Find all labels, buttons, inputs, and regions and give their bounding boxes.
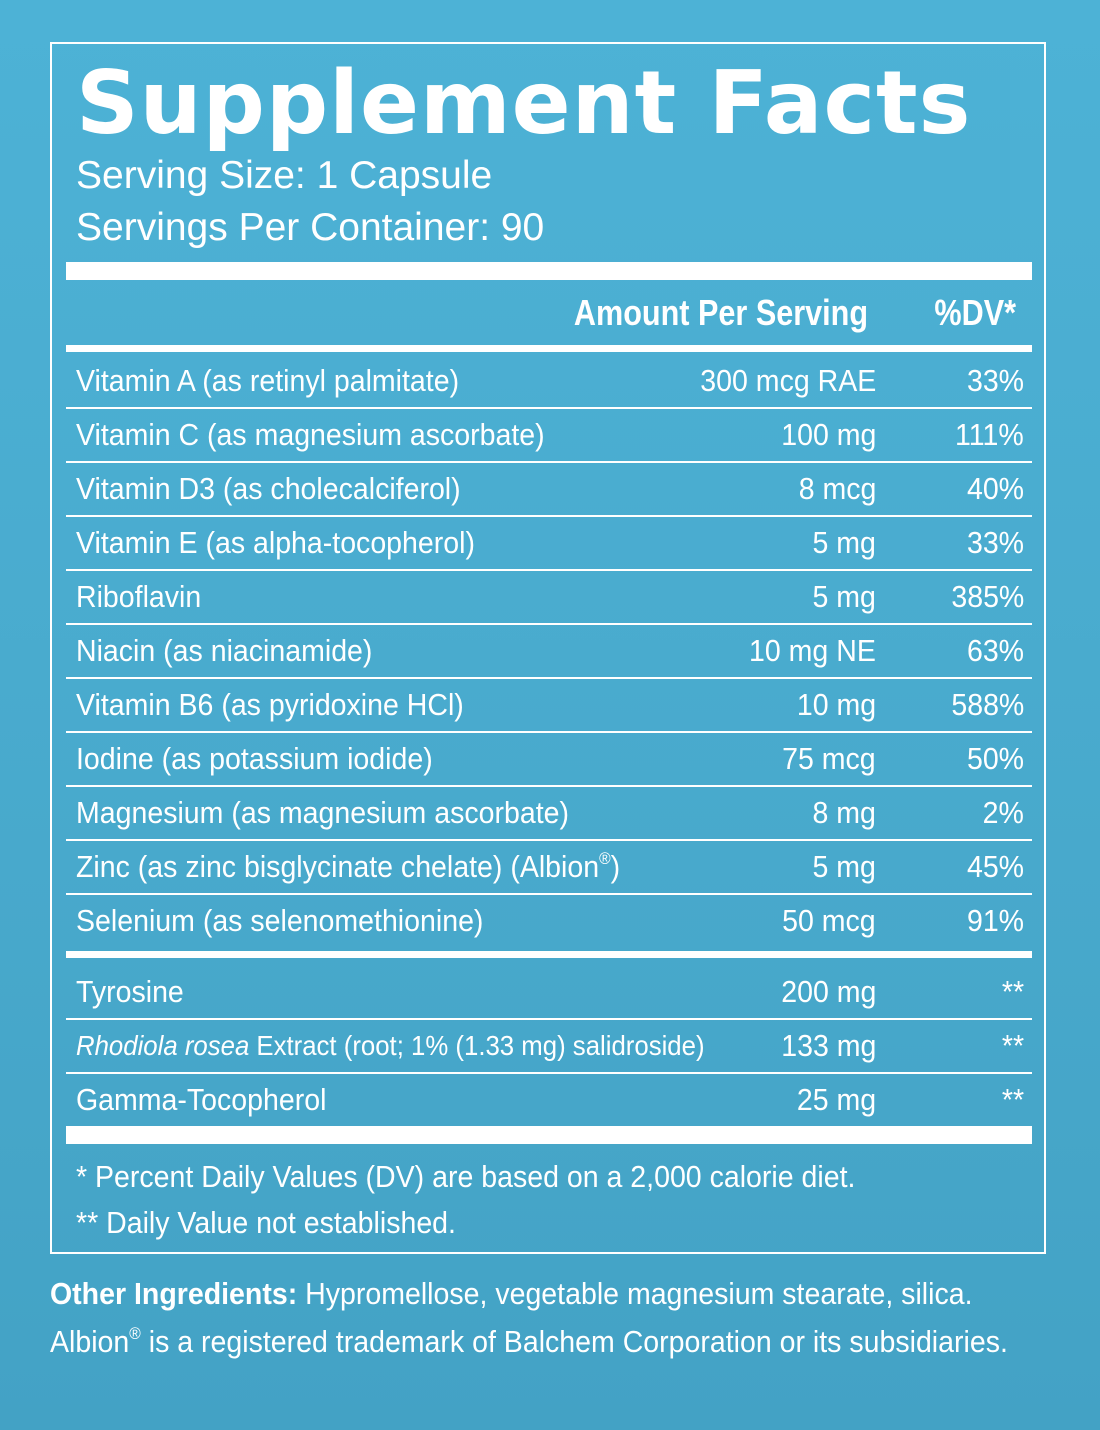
nutrient-name: Gamma-Tocopherol <box>76 1082 327 1117</box>
nutrient-name: Tyrosine <box>76 974 184 1009</box>
supplement-facts-panel: Supplement Facts Serving Size: 1 Capsule… <box>50 42 1046 1254</box>
nutrient-dv: 40% <box>966 471 1024 506</box>
table-row: Vitamin D3 (as cholecalciferol) 8 mcg 40… <box>66 463 1032 517</box>
table-row: Vitamin B6 (as pyridoxine HCl) 10 mg 588… <box>66 679 1032 733</box>
nutrient-name: Vitamin A (as retinyl palmitate) <box>76 363 460 398</box>
nutrient-amount: 10 mg NE <box>749 633 876 668</box>
table-row: Gamma-Tocopherol 25 mg ** <box>66 1074 1032 1128</box>
nutrient-dv: 588% <box>951 687 1024 722</box>
table-row: Vitamin C (as magnesium ascorbate) 100 m… <box>66 409 1032 463</box>
nutrient-amount: 5 mg <box>812 525 876 560</box>
divider-header <box>66 345 1032 352</box>
header-amount-per-serving: Amount Per Serving <box>573 292 868 333</box>
nutrient-amount: 100 mg <box>780 417 876 452</box>
nutrient-name: Vitamin E (as alpha-tocopherol) <box>76 525 475 560</box>
footnote-dv: * Percent Daily Values (DV) are based on… <box>76 1159 856 1194</box>
table-row: Vitamin E (as alpha-tocopherol) 5 mg 33% <box>66 517 1032 571</box>
nutrient-amount: 75 mcg <box>782 741 876 776</box>
other-ingredients: Other Ingredients: Hypromellose, vegetab… <box>50 1270 973 1318</box>
nutrient-name: Magnesium (as magnesium ascorbate) <box>76 795 569 830</box>
divider-thick-top <box>66 262 1032 280</box>
other-nutrient-table: Tyrosine 200 mg ** Rhodiola rosea Extrac… <box>66 966 1032 1128</box>
nutrient-amount: 25 mg <box>796 1082 876 1117</box>
nutrient-dv: 33% <box>966 525 1024 560</box>
panel-title: Supplement Facts <box>76 52 972 154</box>
nutrient-name: Rhodiola rosea Extract (root; 1% (1.33 m… <box>76 1030 705 1061</box>
nutrient-name: Riboflavin <box>76 579 202 614</box>
nutrient-table: Vitamin A (as retinyl palmitate) 300 mcg… <box>66 355 1032 949</box>
trademark-notice: Albion® is a registered trademark of Bal… <box>50 1324 1008 1359</box>
nutrient-dv: ** <box>1001 974 1024 1009</box>
table-row: Niacin (as niacinamide) 10 mg NE 63% <box>66 625 1032 679</box>
table-row: Rhodiola rosea Extract (root; 1% (1.33 m… <box>66 1020 1032 1074</box>
serving-size: Serving Size: 1 Capsule <box>76 154 493 197</box>
nutrient-dv: 63% <box>966 633 1024 668</box>
nutrient-dv: 2% <box>982 795 1024 830</box>
nutrient-dv: 111% <box>955 417 1024 452</box>
nutrient-dv: ** <box>1001 1082 1024 1117</box>
nutrient-name: Vitamin C (as magnesium ascorbate) <box>76 417 545 452</box>
nutrient-amount: 8 mcg <box>798 471 876 506</box>
table-row: Iodine (as potassium iodide) 75 mcg 50% <box>66 733 1032 787</box>
table-row: Zinc (as zinc bisglycinate chelate) (Alb… <box>66 841 1032 895</box>
nutrient-amount: 10 mg <box>796 687 876 722</box>
nutrient-dv: 91% <box>966 903 1024 938</box>
servings-per-container: Servings Per Container: 90 <box>76 206 545 249</box>
nutrient-name: Selenium (as selenomethionine) <box>76 903 484 938</box>
header-percent-dv: %DV* <box>934 292 1016 333</box>
table-row: Tyrosine 200 mg ** <box>66 966 1032 1020</box>
nutrient-amount: 200 mg <box>780 974 876 1009</box>
nutrient-name: Niacin (as niacinamide) <box>76 633 373 668</box>
table-row: Riboflavin 5 mg 385% <box>66 571 1032 625</box>
nutrient-amount: 5 mg <box>812 579 876 614</box>
nutrient-dv: 45% <box>966 849 1024 884</box>
nutrient-dv: 33% <box>966 363 1024 398</box>
divider-section <box>66 951 1032 958</box>
nutrient-dv: ** <box>1001 1028 1024 1063</box>
table-row: Vitamin A (as retinyl palmitate) 300 mcg… <box>66 355 1032 409</box>
nutrient-name: Vitamin B6 (as pyridoxine HCl) <box>76 687 464 722</box>
nutrient-name: Vitamin D3 (as cholecalciferol) <box>76 471 461 506</box>
nutrient-name: Iodine (as potassium iodide) <box>76 741 433 776</box>
other-ingredients-text: Hypromellose, vegetable magnesium steara… <box>297 1276 973 1311</box>
footnote-not-established: ** Daily Value not established. <box>76 1205 456 1240</box>
nutrient-dv: 50% <box>966 741 1024 776</box>
other-ingredients-label: Other Ingredients: <box>50 1276 298 1311</box>
nutrient-amount: 8 mg <box>812 795 876 830</box>
table-row: Selenium (as selenomethionine) 50 mcg 91… <box>66 895 1032 949</box>
nutrient-amount: 133 mg <box>780 1028 876 1063</box>
table-row: Magnesium (as magnesium ascorbate) 8 mg … <box>66 787 1032 841</box>
nutrient-amount: 300 mcg RAE <box>700 363 876 398</box>
nutrient-amount: 50 mcg <box>782 903 876 938</box>
divider-thick-bottom <box>66 1126 1032 1144</box>
nutrient-name: Zinc (as zinc bisglycinate chelate) (Alb… <box>76 849 621 884</box>
nutrient-dv: 385% <box>951 579 1024 614</box>
nutrient-amount: 5 mg <box>812 849 876 884</box>
